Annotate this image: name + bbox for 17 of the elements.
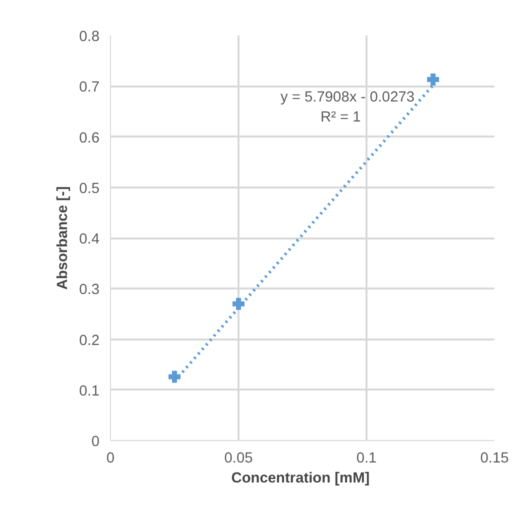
y-tick-label: 0.5 xyxy=(79,180,100,197)
x-tick-label: 0.05 xyxy=(224,450,253,466)
y-tick-label: 0.6 xyxy=(79,130,100,146)
y-tick-label: 0.2 xyxy=(79,332,100,349)
x-tick-label: 0 xyxy=(106,450,115,466)
y-tick-label: 0.3 xyxy=(79,282,100,298)
y-tick-label: 0.7 xyxy=(79,80,100,96)
y-tick-label: 0.1 xyxy=(79,383,100,400)
y-tick-label: 0 xyxy=(91,434,100,450)
x-axis-title: Concentration [mM] xyxy=(231,470,370,486)
annotation: R² = 1 xyxy=(320,110,361,126)
x-tick-label: 0.1 xyxy=(356,450,377,466)
annotation: y = 5.7908x - 0.0273 xyxy=(280,90,415,106)
x-tick-label: 0.15 xyxy=(480,450,509,466)
y-axis-title: Absorbance [-] xyxy=(55,186,72,290)
y-tick-label: 0.4 xyxy=(79,232,100,248)
y-tick-label: 0.8 xyxy=(79,29,100,45)
